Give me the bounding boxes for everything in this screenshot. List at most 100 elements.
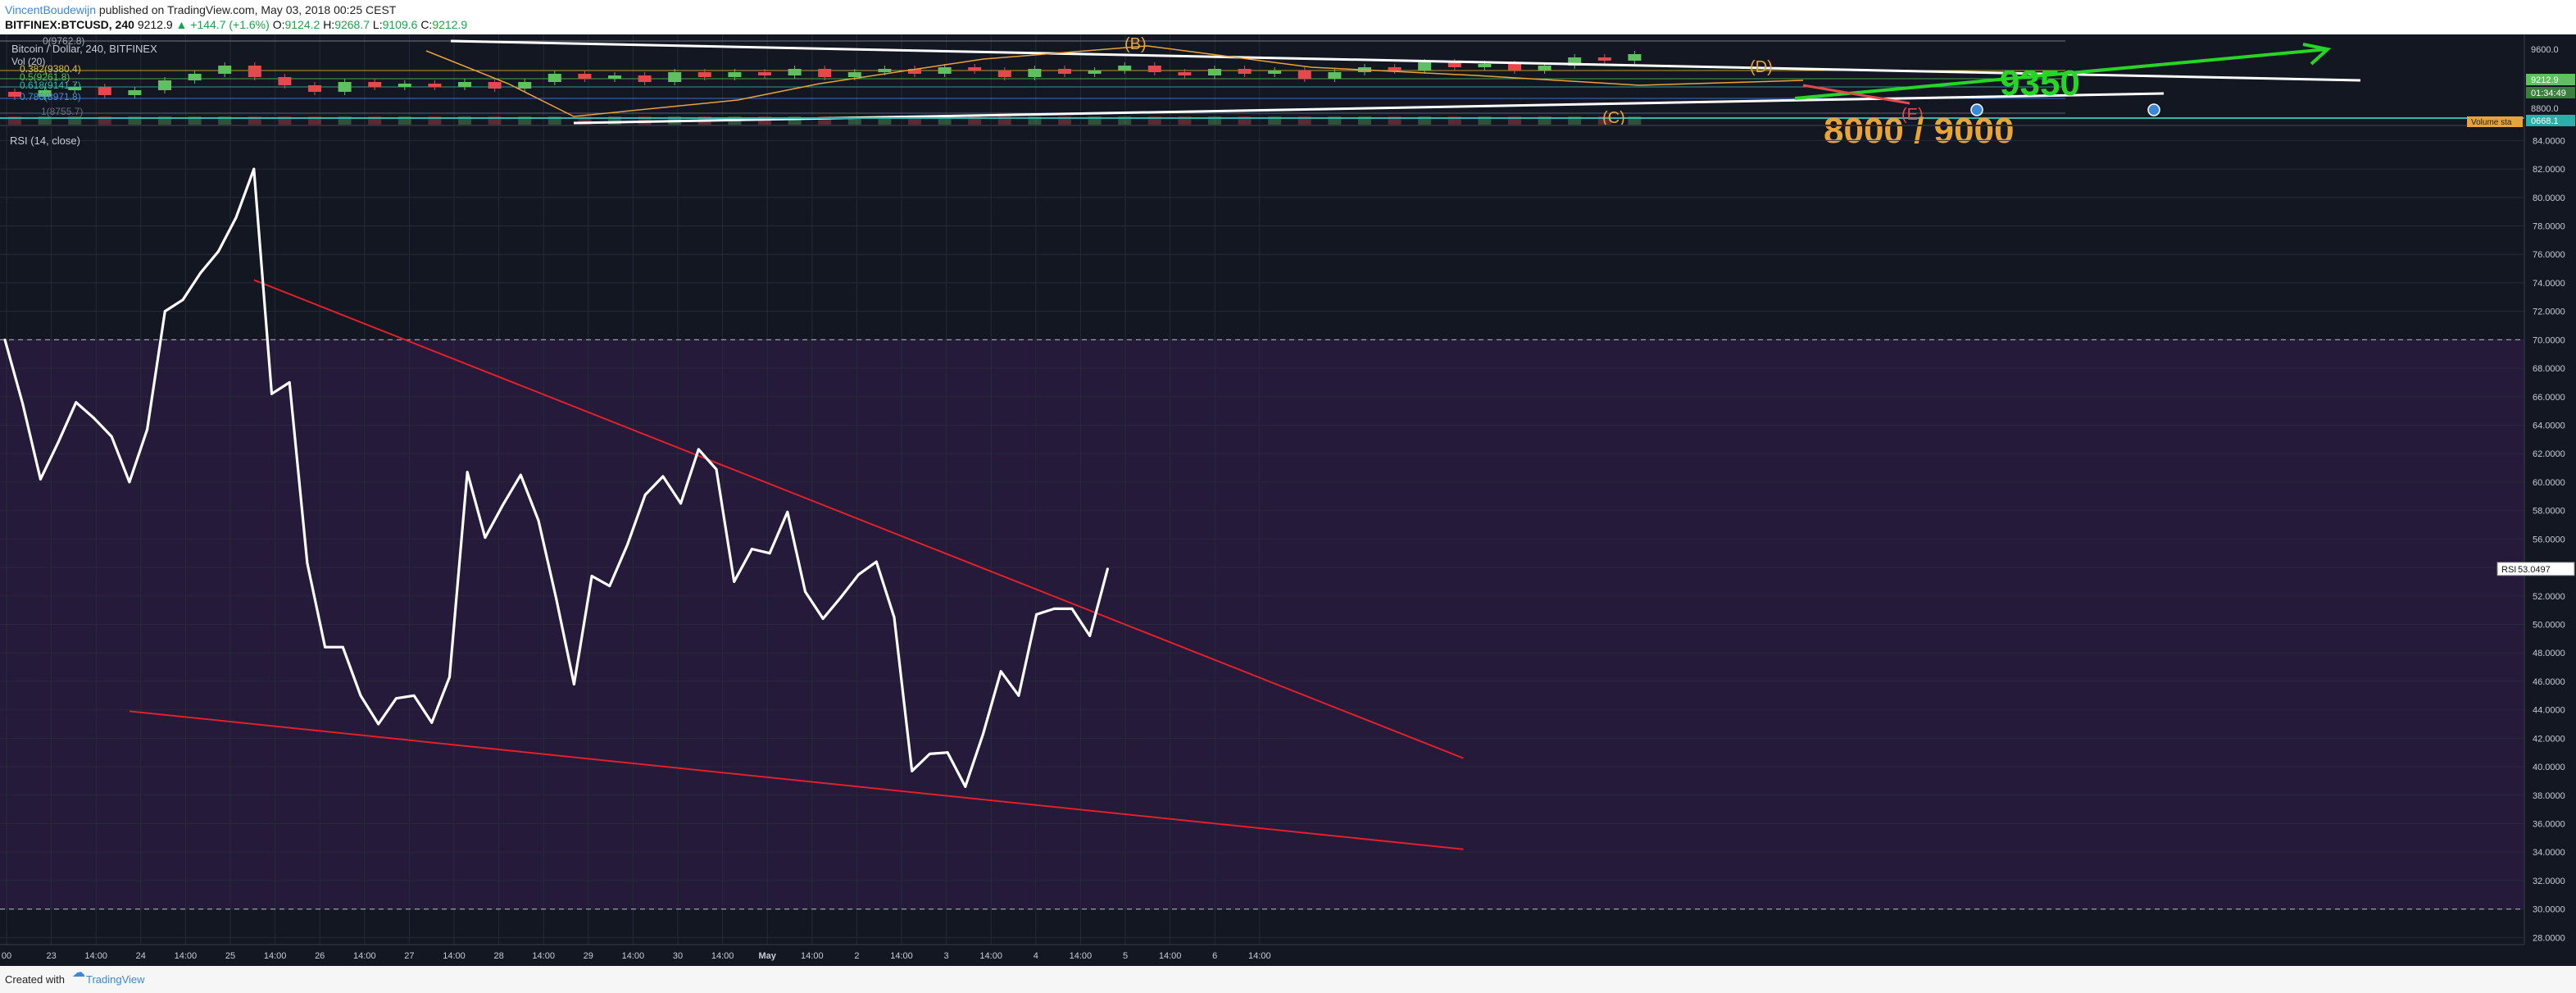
candle-body — [1388, 67, 1402, 71]
rsi-point — [502, 503, 505, 507]
rsi-point — [1035, 613, 1038, 616]
rsi-axis-tick-label: 28.0000 — [2533, 933, 2565, 943]
volume-bar — [488, 116, 502, 125]
ohlc-high-value: 9268.7 — [334, 18, 370, 31]
time-axis-tick-label: 00 — [2, 951, 11, 961]
rsi-trendlines — [129, 279, 1464, 850]
rsi-point — [21, 402, 25, 405]
rsi-point — [821, 617, 825, 621]
fib-label-1: 1(8755.7) — [41, 106, 83, 117]
rsi-badge-label: RSI — [2501, 565, 2516, 575]
rsi-pane[interactable]: RSI (14, close) — [0, 126, 2524, 945]
time-axis-tick-label: 28 — [493, 951, 503, 961]
rsi-point — [768, 552, 771, 555]
event-marker-icon[interactable] — [2147, 103, 2160, 116]
ohlc-high-key: H: — [323, 18, 335, 31]
pane-separator[interactable] — [0, 125, 2576, 126]
volume-bar — [968, 116, 982, 125]
price-change: ▲ +144.7 (+1.6%) — [175, 18, 270, 31]
volume-bar — [1388, 116, 1402, 125]
candles — [8, 51, 1642, 100]
fib-label-05: 0.5(9261.8) — [20, 71, 70, 83]
rsi-axis-tick-label: 32.0000 — [2533, 877, 2565, 886]
candle-body — [158, 80, 171, 90]
candle-body — [1058, 69, 1071, 74]
price-axis[interactable]: 9600.0 9212.9 01:34:49 8800.0 Volume sta… — [2467, 34, 2576, 966]
rsi-axis-tick-label: 82.0000 — [2533, 165, 2565, 175]
time-axis-tick-label: 3 — [944, 951, 949, 961]
candle-body — [308, 85, 321, 92]
red-arrow — [1802, 84, 1910, 105]
volume-bar — [128, 116, 142, 125]
rsi-axis-tick-label: 72.0000 — [2533, 307, 2565, 317]
candle-body — [68, 87, 82, 90]
rsi-axis-tick-label: 58.0000 — [2533, 507, 2565, 517]
time-axis-tick-label: 4 — [1034, 951, 1038, 961]
fib-label-0382: 0.382(9380.4) — [20, 63, 81, 75]
price-pane[interactable]: Bitcoin / Dollar, 240, BITFINEX Vol (20)… — [0, 34, 2576, 151]
volume-bar — [1208, 116, 1221, 125]
countdown-text: 01:34:49 — [2531, 89, 2566, 98]
candle-body — [38, 90, 52, 97]
time-axis-ticks: 00 23 14:00 24 14:00 25 14:00 26 14:00 27 14:00 28 1… — [2, 951, 1271, 961]
wave-label-c: (C) — [1602, 109, 1625, 127]
symbol-label[interactable]: BITFINEX:BTCUSD, 240 — [5, 18, 134, 31]
time-axis-tick-label: 23 — [46, 951, 56, 961]
time-axis-tick-label: 14:00 — [801, 951, 824, 961]
rsi-point — [448, 676, 451, 679]
chart-canvas[interactable]: Bitcoin / Dollar, 240, BITFINEX Vol (20)… — [0, 34, 2576, 966]
candle-body — [938, 67, 952, 74]
rsi-point — [39, 477, 42, 481]
volume-bar — [1358, 116, 1371, 125]
rsi-axis-tick-label: 80.0000 — [2533, 194, 2565, 203]
rsi-point — [484, 536, 487, 540]
volume-bar — [38, 116, 52, 125]
event-marker-icon[interactable] — [1970, 103, 1983, 116]
candle-body — [368, 82, 382, 87]
candle-body — [968, 67, 982, 71]
tradingview-link[interactable]: TradingView — [85, 973, 145, 986]
rsi-point — [875, 560, 878, 563]
vol-label: Vol (20) — [11, 56, 45, 67]
volume-bar — [398, 116, 411, 125]
rsi-axis-tick-label: 62.0000 — [2533, 449, 2565, 459]
rsi-point — [1088, 634, 1092, 637]
volume-bar — [308, 116, 321, 125]
volume-bar — [1447, 116, 1461, 125]
candle-body — [638, 75, 652, 82]
target-label-9350: 9350 — [2000, 63, 2080, 103]
rsi-point — [93, 417, 95, 420]
rsi-axis-tick-label: 34.0000 — [2533, 848, 2565, 858]
time-axis-tick-label: 5 — [1123, 951, 1128, 961]
time-axis-tick-label: 14:00 — [175, 951, 198, 961]
rsi-axis-tick-label: 46.0000 — [2533, 677, 2565, 687]
volume-bar — [1297, 116, 1311, 125]
rsi-badge-value: 53.0497 — [2518, 565, 2551, 575]
symbol-line: BITFINEX:BTCUSD, 240 9212.9 ▲ +144.7 (+1… — [5, 18, 467, 31]
volume-badge — [2526, 115, 2575, 126]
candle-body — [1297, 71, 1311, 79]
candle-body — [878, 69, 892, 72]
volume-bar — [1178, 116, 1192, 125]
volume-bar — [1508, 116, 1521, 125]
rsi-point — [146, 428, 149, 431]
candle-body — [1508, 64, 1521, 71]
volume-bar — [8, 116, 21, 125]
author-link[interactable]: VincentBoudewijn — [5, 3, 97, 16]
price-badge — [2526, 74, 2575, 85]
chart-header: VincentBoudewijn published on TradingVie… — [0, 0, 2576, 34]
time-axis-tick-label: 14:00 — [1070, 951, 1093, 961]
rsi-point — [359, 694, 362, 697]
volume-bar — [608, 116, 621, 125]
volume-bar — [578, 116, 592, 125]
time-axis-tick-label: 14:00 — [1248, 951, 1271, 961]
volume-bar — [847, 116, 861, 125]
time-axis[interactable]: 00 23 14:00 24 14:00 25 14:00 26 14:00 27 14:00 28 1… — [0, 944, 2576, 966]
candle-body — [608, 75, 621, 79]
rsi-point — [519, 473, 522, 476]
time-axis-tick-label: 14:00 — [711, 951, 734, 961]
volume-badge-text: 0668.1 — [2531, 116, 2559, 126]
volume-bar — [458, 116, 471, 125]
volume-bar — [1147, 116, 1161, 125]
publish-line: VincentBoudewijn published on TradingVie… — [5, 3, 396, 16]
